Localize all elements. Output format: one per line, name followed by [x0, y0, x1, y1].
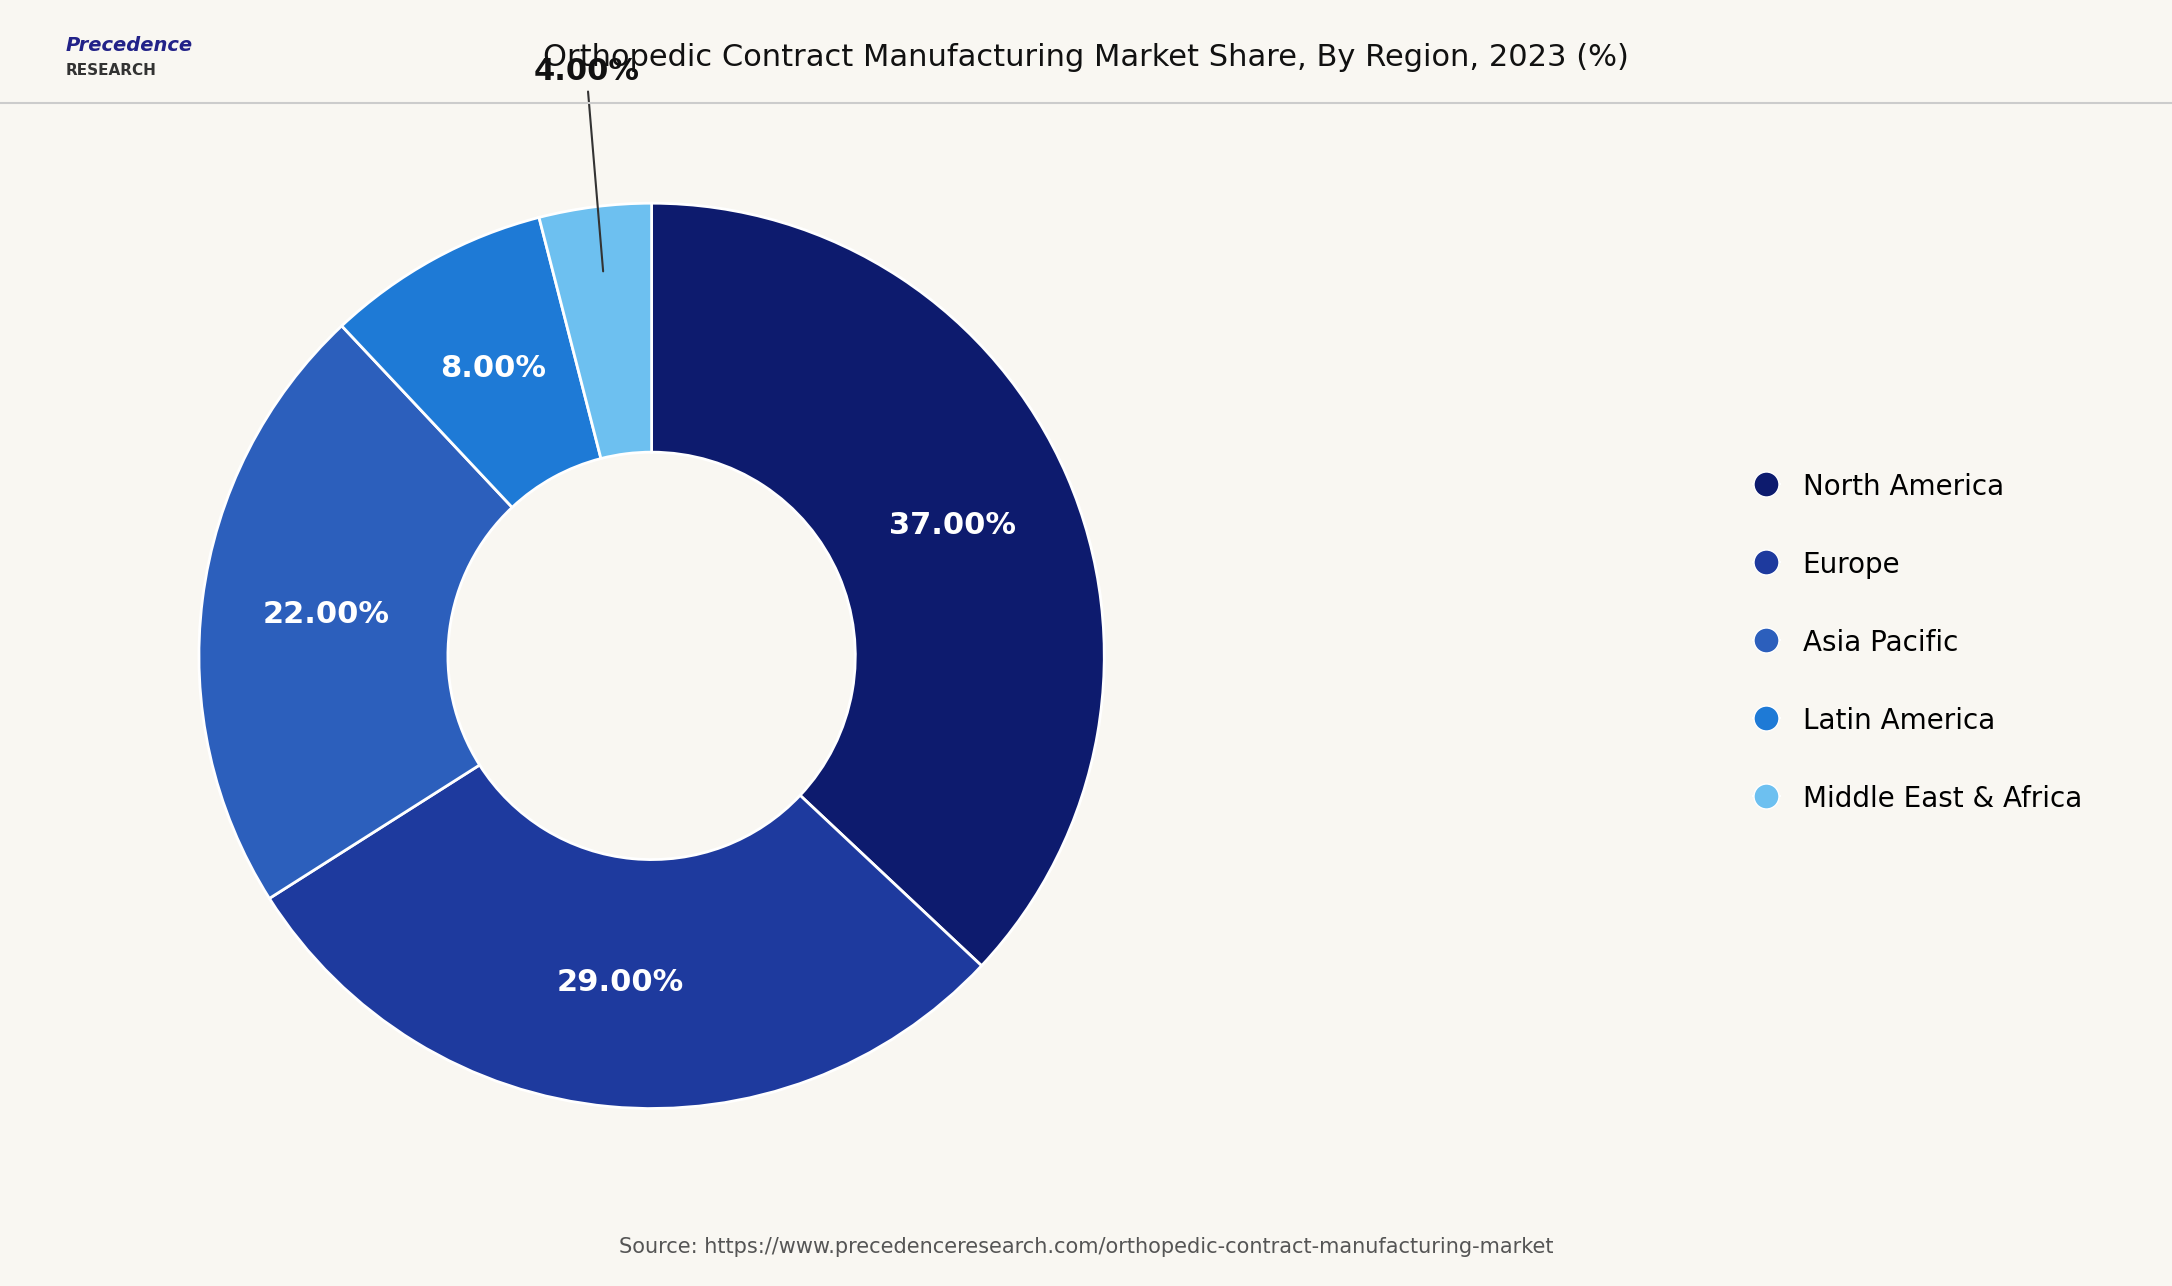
- Text: 4.00%: 4.00%: [534, 57, 639, 271]
- Wedge shape: [341, 217, 602, 508]
- Wedge shape: [200, 325, 513, 899]
- Wedge shape: [539, 203, 652, 459]
- Wedge shape: [652, 203, 1103, 966]
- Text: RESEARCH: RESEARCH: [65, 63, 156, 78]
- Text: 22.00%: 22.00%: [263, 601, 389, 629]
- Text: 29.00%: 29.00%: [556, 968, 684, 997]
- Wedge shape: [269, 765, 982, 1109]
- Legend: North America, Europe, Asia Pacific, Latin America, Middle East & Africa: North America, Europe, Asia Pacific, Lat…: [1742, 462, 2094, 824]
- Text: 37.00%: 37.00%: [888, 511, 1016, 540]
- Text: Source: https://www.precedenceresearch.com/orthopedic-contract-manufacturing-mar: Source: https://www.precedenceresearch.c…: [619, 1237, 1553, 1258]
- Text: Orthopedic Contract Manufacturing Market Share, By Region, 2023 (%): Orthopedic Contract Manufacturing Market…: [543, 44, 1629, 72]
- Text: 8.00%: 8.00%: [441, 354, 547, 383]
- Text: Precedence: Precedence: [65, 36, 193, 54]
